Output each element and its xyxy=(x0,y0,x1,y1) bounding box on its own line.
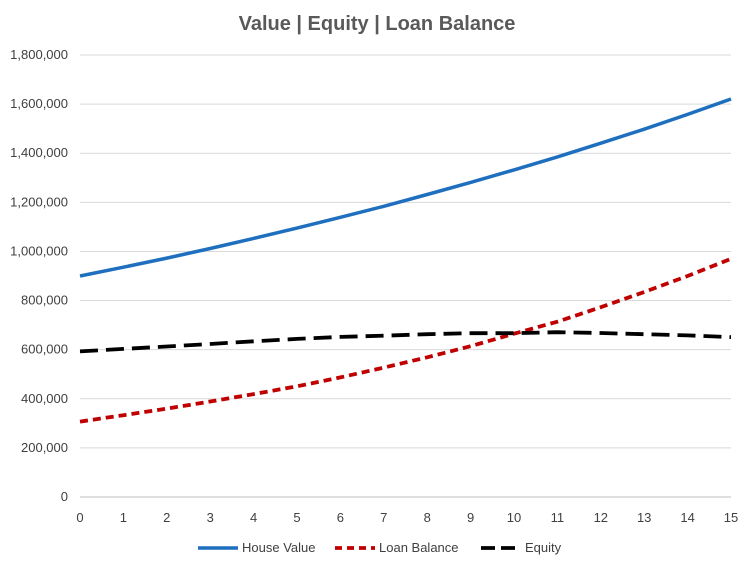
y-tick-label: 0 xyxy=(61,489,68,504)
x-tick-label: 12 xyxy=(594,510,608,525)
y-tick-label: 1,800,000 xyxy=(10,47,68,62)
series-line-equity xyxy=(79,330,732,354)
x-tick-label: 10 xyxy=(507,510,521,525)
y-tick-label: 1,400,000 xyxy=(10,145,68,160)
x-tick-label: 3 xyxy=(207,510,214,525)
gridlines xyxy=(80,54,731,449)
x-tick-label: 5 xyxy=(293,510,300,525)
chart-title: Value | Equity | Loan Balance xyxy=(239,13,516,35)
x-tick-label: 9 xyxy=(467,510,474,525)
legend-item-house-value: House Value xyxy=(198,540,315,555)
x-tick-label: 14 xyxy=(680,510,694,525)
x-tick-label: 11 xyxy=(551,510,565,525)
series-line-house-value xyxy=(79,97,732,278)
y-tick-label: 600,000 xyxy=(21,342,68,357)
series-lines xyxy=(79,97,732,424)
y-tick-label: 800,000 xyxy=(21,293,68,308)
legend: House Value Loan Balance Equity xyxy=(198,540,562,555)
legend-label: Loan Balance xyxy=(379,540,459,555)
series-line-loan-balance xyxy=(79,257,732,424)
y-tick-label: 1,000,000 xyxy=(10,243,68,258)
x-tick-label: 2 xyxy=(163,510,170,525)
x-tick-label: 7 xyxy=(380,510,387,525)
y-tick-label: 200,000 xyxy=(21,440,68,455)
x-tick-label: 8 xyxy=(424,510,431,525)
y-tick-label: 400,000 xyxy=(21,391,68,406)
legend-label: Equity xyxy=(525,540,562,555)
legend-item-loan-balance: Loan Balance xyxy=(335,540,459,555)
x-tick-label: 6 xyxy=(337,510,344,525)
x-tick-label: 0 xyxy=(76,510,83,525)
x-tick-label: 1 xyxy=(120,510,127,525)
y-tick-label: 1,200,000 xyxy=(10,194,68,209)
axes: 0 200,000 400,000 600,000 800,000 1,000,000 1,… xyxy=(10,47,738,525)
y-tick-label: 1,600,000 xyxy=(10,96,68,111)
legend-label: House Value xyxy=(242,540,315,555)
x-tick-label: 13 xyxy=(637,510,651,525)
x-tick-label: 15 xyxy=(724,510,738,525)
legend-item-equity: Equity xyxy=(481,540,562,555)
x-tick-label: 4 xyxy=(250,510,257,525)
